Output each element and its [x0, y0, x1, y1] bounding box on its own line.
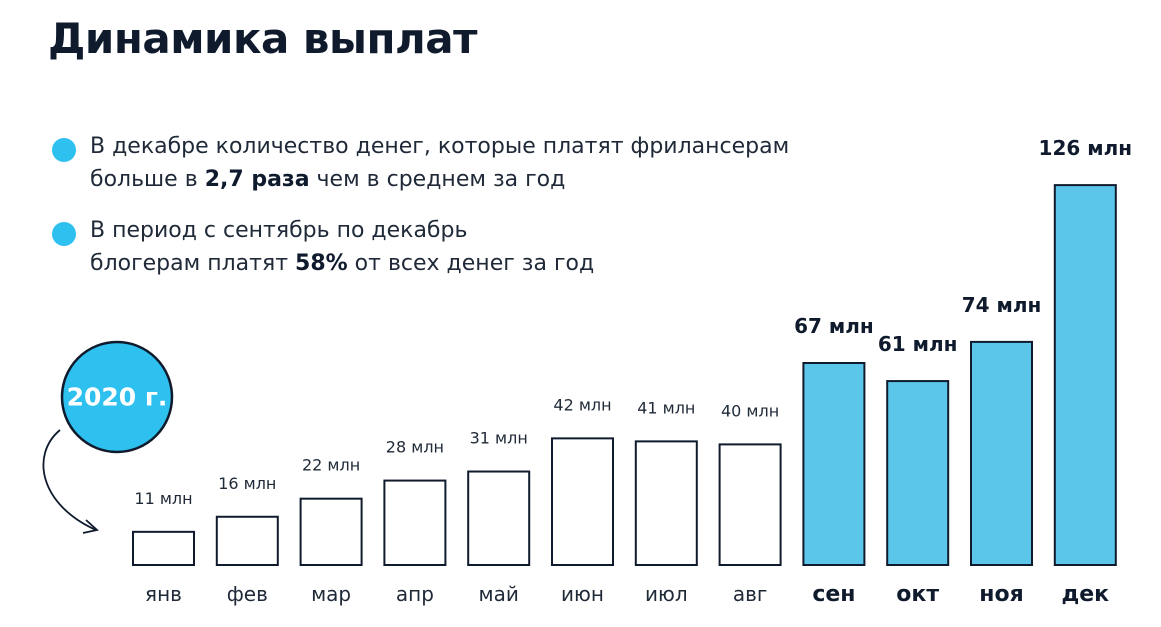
bar-value-label: 74 млн	[962, 293, 1042, 317]
bar-value-label: 28 млн	[386, 438, 444, 457]
x-tick-label: июн	[561, 582, 604, 606]
bar-value-label: 31 млн	[470, 429, 528, 448]
x-tick-label: янв	[145, 582, 182, 606]
bullet-line-1: В декабре количество денег, которые плат…	[90, 134, 790, 159]
bar-value-label: 11 млн	[134, 489, 192, 508]
bullet-text-pre: блогерам платят	[90, 251, 296, 276]
bullet-text-post: от всех денег за год	[347, 251, 595, 276]
bullet-line-1: В период с сентябрь по декабрь	[90, 218, 468, 243]
bullet-text-pre: больше в	[90, 167, 205, 192]
x-tick-label: дек	[1061, 582, 1109, 607]
page-title: Динамика выплат	[48, 14, 477, 63]
bullet-item: В декабре количество денег, которые плат…	[52, 130, 789, 196]
bar-окт	[886, 380, 950, 566]
bar-value-label: 22 млн	[302, 456, 360, 475]
bar-value-label: 16 млн	[218, 474, 276, 493]
x-tick-label: окт	[896, 582, 939, 607]
year-badge-label: 2020 г.	[67, 383, 168, 412]
bar-апр	[383, 479, 447, 566]
bar-сен	[802, 361, 866, 566]
x-tick-label: мар	[311, 582, 351, 606]
bullet-highlight: 2,7 раза	[204, 167, 310, 192]
bullet-line-2: больше в 2,7 раза чем в среднем за год	[90, 163, 789, 196]
bullet-text-post: чем в среднем за год	[309, 167, 566, 192]
bullet-item: В период с сентябрь по декабрь блогерам …	[52, 214, 594, 280]
x-tick-label: ноя	[979, 582, 1023, 607]
bar-value-label: 42 млн	[553, 395, 611, 414]
bar-авг	[718, 443, 782, 566]
x-tick-label: авг	[733, 582, 768, 606]
bar-value-label: 61 млн	[878, 332, 958, 356]
x-tick-label: апр	[396, 582, 434, 606]
bar-май	[467, 470, 531, 566]
bullet-highlight: 58%	[295, 251, 348, 276]
bullet-dot-icon	[52, 222, 76, 246]
bar-июл	[634, 440, 698, 567]
x-tick-label: май	[479, 582, 519, 606]
bar-дек	[1053, 184, 1117, 567]
bar-мар	[299, 497, 363, 567]
bar-value-label: 126 млн	[1039, 136, 1133, 160]
year-badge-circle	[60, 340, 174, 454]
curved-arrow-icon	[42, 429, 97, 531]
bar-value-label: 40 млн	[721, 401, 779, 420]
bar-value-label: 67 млн	[794, 314, 874, 338]
x-tick-label: фев	[227, 582, 268, 606]
bar-value-label: 41 млн	[637, 398, 695, 417]
bar-янв	[132, 530, 195, 567]
bullet-line-2: блогерам платят 58% от всех денег за год	[90, 247, 594, 280]
year-badge: 2020 г.	[42, 340, 174, 534]
x-tick-label: сен	[812, 582, 855, 607]
arrow-head-icon	[82, 519, 99, 534]
bar-фев	[215, 515, 279, 567]
bullet-dot-icon	[52, 138, 76, 162]
bar-ноя	[970, 340, 1033, 567]
x-tick-label: июл	[645, 582, 688, 606]
bar-июн	[551, 437, 614, 566]
